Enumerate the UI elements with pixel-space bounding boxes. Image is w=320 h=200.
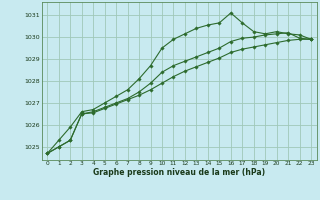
X-axis label: Graphe pression niveau de la mer (hPa): Graphe pression niveau de la mer (hPa) bbox=[93, 168, 265, 177]
